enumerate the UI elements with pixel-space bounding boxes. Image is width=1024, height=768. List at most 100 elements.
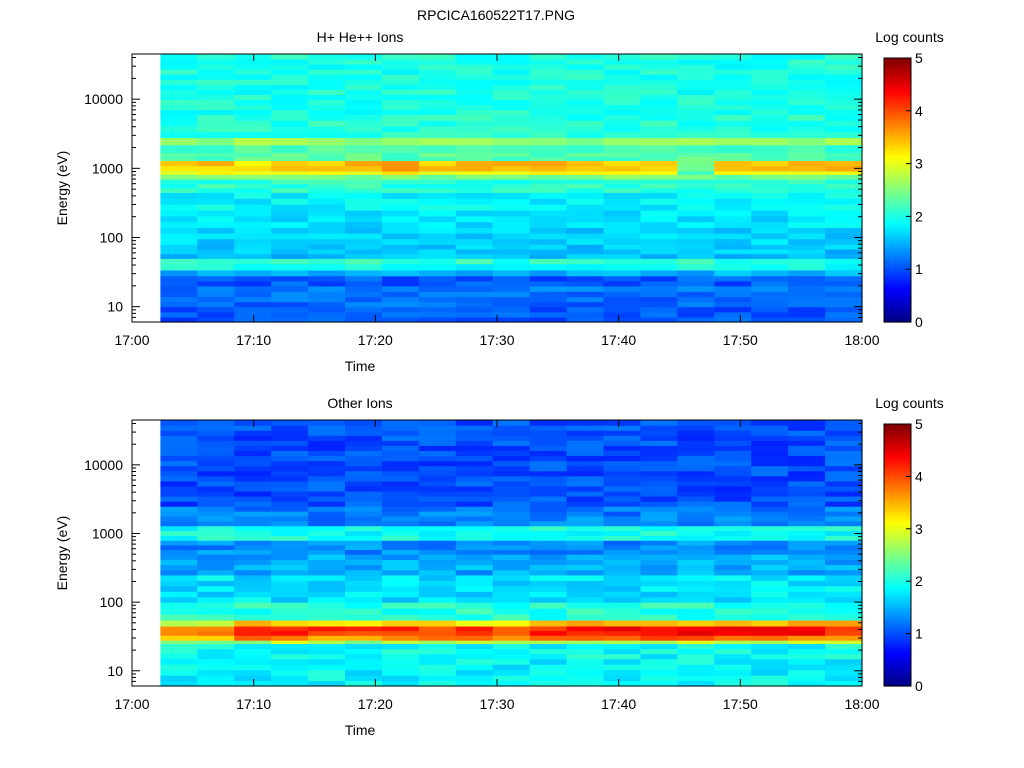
- heatmap-cell: [271, 450, 309, 457]
- heatmap-cell: [603, 664, 642, 671]
- heatmap-cell: [271, 630, 309, 636]
- colorbar-tick-label: 5: [915, 416, 923, 432]
- heatmap-cell: [825, 209, 863, 217]
- colorbar-segment: [884, 666, 911, 670]
- heatmap-cell: [308, 501, 346, 507]
- heatmap-cell: [234, 160, 272, 167]
- heatmap-cell: [455, 183, 494, 189]
- y-tick-label: 10: [107, 663, 123, 679]
- heatmap-cell: [271, 170, 309, 175]
- heatmap-cell: [714, 301, 752, 308]
- heatmap-cell: [603, 549, 642, 555]
- heatmap-cell: [234, 625, 272, 632]
- heatmap-cell: [234, 470, 272, 477]
- heatmap-cell: [197, 104, 235, 111]
- heatmap-cell: [160, 580, 198, 587]
- heatmap-cell: [714, 425, 752, 431]
- heatmap-cell: [160, 511, 198, 517]
- heatmap-cell: [345, 120, 383, 127]
- heatmap-cell: [640, 540, 678, 546]
- heatmap-cell: [825, 574, 863, 581]
- heatmap-cell: [529, 221, 568, 228]
- heatmap-cell: [455, 248, 494, 255]
- panel-title: H+ He++ Ions: [317, 29, 404, 45]
- heatmap-cell: [529, 496, 568, 502]
- colorbar-segment: [884, 478, 911, 482]
- heatmap-cell: [197, 54, 235, 60]
- heatmap-cell: [603, 658, 642, 665]
- colorbar-segment: [884, 496, 911, 499]
- colorbar-segment: [884, 104, 911, 107]
- colorbar-segment: [884, 220, 911, 224]
- heatmap-cell: [825, 450, 863, 457]
- heatmap-cell: [788, 640, 826, 645]
- heatmap-cell: [234, 559, 272, 566]
- colorbar-frame: [883, 57, 912, 323]
- heatmap-cell: [529, 470, 568, 477]
- heatmap-cell: [788, 285, 826, 292]
- heatmap-cell: [566, 675, 605, 682]
- colorbar-segment: [884, 498, 911, 502]
- heatmap-cell: [345, 635, 383, 641]
- heatmap-cell: [640, 248, 678, 255]
- heatmap-cell: [418, 520, 457, 527]
- heatmap-cell: [529, 316, 568, 323]
- colorbar-segment: [884, 176, 911, 180]
- heatmap-cell: [197, 450, 235, 457]
- heatmap-cell: [418, 515, 457, 522]
- heatmap-cell: [381, 596, 420, 603]
- heatmap-cell: [788, 559, 826, 566]
- heatmap-cell: [418, 591, 457, 598]
- colorbar-segment: [884, 110, 911, 114]
- heatmap-cell: [603, 465, 642, 472]
- heatmap-cell: [751, 496, 789, 502]
- heatmap-cell: [160, 258, 198, 265]
- heatmap-cell: [529, 602, 568, 609]
- heatmap-cell: [308, 227, 346, 234]
- heatmap-cell: [418, 248, 457, 255]
- heatmap-cell: [271, 244, 309, 250]
- heatmap-cell: [825, 291, 863, 298]
- heatmap-cell: [345, 475, 383, 482]
- heatmap-cell: [677, 596, 715, 603]
- heatmap-cell: [271, 475, 309, 482]
- colorbar-segment: [884, 128, 911, 132]
- heatmap-cell: [345, 535, 383, 541]
- heatmap-cell: [640, 144, 678, 153]
- heatmap-cell: [714, 109, 752, 116]
- colorbar-segment: [884, 517, 911, 521]
- heatmap-cell: [603, 435, 642, 441]
- heatmap-cell: [714, 525, 752, 532]
- heatmap-cell: [234, 485, 272, 492]
- heatmap-cell: [345, 152, 383, 158]
- heatmap-cell: [825, 549, 863, 555]
- heatmap-cell: [197, 440, 235, 446]
- heatmap-cell: [640, 635, 678, 641]
- heatmap-cell: [751, 263, 789, 271]
- heatmap-cell: [788, 569, 826, 576]
- colorbar-segment: [884, 227, 911, 231]
- heatmap-cell: [640, 675, 678, 682]
- heatmap-cell: [566, 179, 605, 185]
- heatmap-cell: [677, 680, 715, 687]
- heatmap-cell: [308, 485, 346, 492]
- heatmap-cell: [308, 99, 346, 106]
- colorbar-segment: [884, 170, 911, 173]
- heatmap-cell: [714, 221, 752, 228]
- heatmap-cell: [751, 232, 789, 240]
- colorbar-segment: [884, 99, 911, 103]
- heatmap-cell: [825, 596, 863, 603]
- colorbar-segment: [884, 550, 911, 554]
- heatmap-cell: [418, 59, 457, 65]
- heatmap-cell: [160, 465, 198, 472]
- heatmap-cell: [640, 280, 678, 287]
- heatmap-cell: [825, 664, 863, 671]
- colorbar-tick-label: 2: [915, 573, 923, 589]
- heatmap-cell: [603, 120, 642, 127]
- heatmap-cell: [455, 79, 494, 85]
- heatmap-cell: [308, 258, 346, 265]
- heatmap-cell: [455, 535, 494, 541]
- heatmap-cell: [455, 450, 494, 457]
- heatmap-cell: [197, 648, 235, 655]
- colorbar-segment: [884, 563, 911, 567]
